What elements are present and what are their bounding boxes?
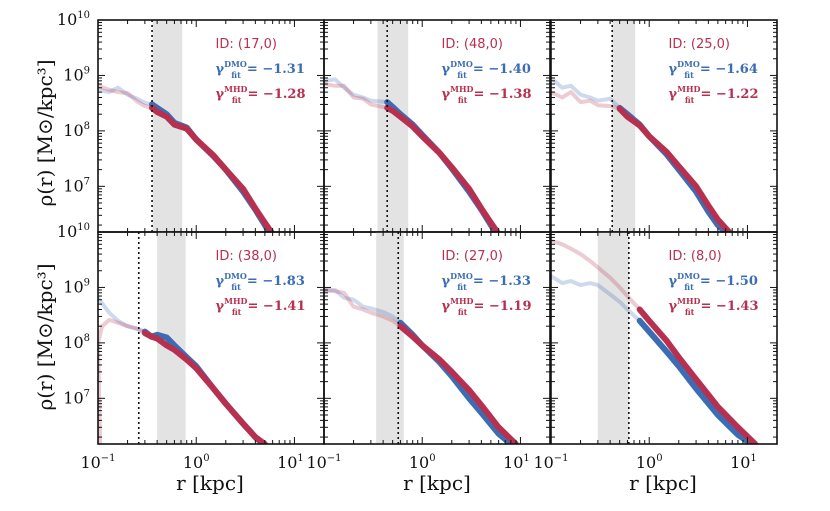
panel-id-label: ID: (48,0) xyxy=(442,37,503,52)
dmo-profile-inner xyxy=(551,76,622,110)
panel-frame xyxy=(550,19,778,233)
panel-id-label: ID: (38,0) xyxy=(216,249,277,264)
gamma-mhd-label: γMHD fit = −1.43 xyxy=(669,296,759,317)
dmo-profile-inner xyxy=(98,85,153,107)
gamma-dmo-label: γDMO fit = −1.33 xyxy=(442,271,531,292)
xlabel-left: r [kpc] xyxy=(176,471,244,495)
panel-1: ID: (17,0) γDMO fit = −1.31 γMHD fit = −1.28 xyxy=(97,19,325,233)
x-tick-label: 10−1 xyxy=(533,453,568,472)
panel-id-label: ID: (8,0) xyxy=(669,249,722,264)
mhd-profile-outer xyxy=(616,105,733,232)
y-tick-label: 108 xyxy=(63,121,90,140)
profile-curves xyxy=(551,238,759,444)
mhd-profile-inner xyxy=(324,82,388,110)
x-tick-label: 101 xyxy=(277,453,304,472)
shaded-region xyxy=(377,20,409,232)
panel-frame xyxy=(97,231,325,445)
y-tick-label: 109 xyxy=(63,65,90,84)
panel-id-label: ID: (17,0) xyxy=(216,37,277,52)
profile-curves xyxy=(98,83,275,232)
x-tick-label: 100 xyxy=(409,453,436,472)
mhd-profile-inner xyxy=(98,83,153,110)
panel-frame xyxy=(550,231,778,445)
panel-frame xyxy=(97,19,325,233)
mhd-profile-outer xyxy=(636,306,759,444)
ylabel-text-top: ρ(r) [M⊙/kpc³] xyxy=(33,59,57,206)
dmo-profile-inner xyxy=(98,296,146,334)
dmo-profile-outer xyxy=(616,104,729,232)
ylabel-bottom: ρ(r) [M⊙/kpc³] xyxy=(33,263,57,410)
mhd-profile-inner xyxy=(98,317,146,444)
mhd-profile-inner xyxy=(324,288,402,328)
panel-id-label: ID: (27,0) xyxy=(442,249,503,264)
profile-curves xyxy=(551,76,733,232)
panel-2: ID: (48,0) γDMO fit = −1.40 γMHD fit = −1.38 xyxy=(323,19,551,233)
gamma-mhd-label: γMHD fit = −1.28 xyxy=(216,84,306,105)
panel-5: ID: (27,0) γDMO fit = −1.33 γMHD fit = −1.19 xyxy=(323,231,551,445)
gamma-mhd-label: γMHD fit = −1.38 xyxy=(442,84,532,105)
ylabel-top: ρ(r) [M⊙/kpc³] xyxy=(33,59,57,206)
y-tick-label: 107 xyxy=(63,176,90,195)
y-tick-label: 107 xyxy=(63,388,90,407)
x-tick-label: 100 xyxy=(183,453,210,472)
dmo-profile-outer xyxy=(636,317,755,444)
panel-grid: ID: (17,0) γDMO fit = −1.31 γMHD fit = −1.28… xyxy=(57,10,778,472)
mhd-profile-outer xyxy=(397,323,519,444)
profile-curves xyxy=(324,77,501,232)
mhd-profile-outer xyxy=(149,104,275,232)
y-tick-label: 1010 xyxy=(57,222,90,241)
x-tick-label: 101 xyxy=(730,453,757,472)
gamma-dmo-label: γDMO fit = −1.50 xyxy=(669,271,758,292)
xlabel-middle: r [kpc] xyxy=(403,471,471,495)
gamma-mhd-label: γMHD fit = −1.19 xyxy=(442,296,532,317)
shaded-region xyxy=(376,232,404,444)
x-tick-label: 10−1 xyxy=(306,453,341,472)
mhd-profile-inner xyxy=(551,90,621,111)
ylabel-text-bottom: ρ(r) [M⊙/kpc³] xyxy=(33,263,57,410)
gamma-dmo-label: γDMO fit = −1.64 xyxy=(669,59,758,80)
shaded-region xyxy=(597,232,629,444)
gamma-mhd-label: γMHD fit = −1.41 xyxy=(216,296,306,317)
panel-frame xyxy=(323,19,551,233)
y-tick-label: 1010 xyxy=(57,10,90,29)
y-tick-label: 109 xyxy=(63,277,90,296)
mhd-profile-outer xyxy=(384,104,501,232)
mhd-profile-outer xyxy=(141,330,268,444)
panel-id-label: ID: (25,0) xyxy=(669,37,730,52)
y-tick-label: 108 xyxy=(63,333,90,352)
dmo-profile-inner xyxy=(324,77,388,105)
profile-curves xyxy=(324,288,519,444)
gamma-dmo-label: γDMO fit = −1.40 xyxy=(442,59,531,80)
mhd-profile-inner xyxy=(551,238,642,311)
gamma-dmo-label: γDMO fit = −1.31 xyxy=(216,59,305,80)
xlabel-right: r [kpc] xyxy=(629,471,697,495)
panel-frame xyxy=(323,231,551,445)
panel-4: ID: (38,0) γDMO fit = −1.83 γMHD fit = −1.41 xyxy=(97,231,325,445)
panel-3: ID: (25,0) γDMO fit = −1.64 γMHD fit = −1.22 xyxy=(550,19,778,233)
dmo-profile-inner xyxy=(324,288,402,325)
gamma-mhd-label: γMHD fit = −1.22 xyxy=(669,84,759,105)
x-tick-label: 100 xyxy=(636,453,663,472)
panel-6: ID: (8,0) γDMO fit = −1.50 γMHD fit = −1.43 xyxy=(550,231,778,445)
shaded-region xyxy=(612,20,636,232)
x-tick-label: 10−1 xyxy=(80,453,115,472)
gamma-dmo-label: γDMO fit = −1.83 xyxy=(216,271,305,292)
x-tick-label: 101 xyxy=(503,453,530,472)
dmo-profile-inner xyxy=(551,274,642,323)
